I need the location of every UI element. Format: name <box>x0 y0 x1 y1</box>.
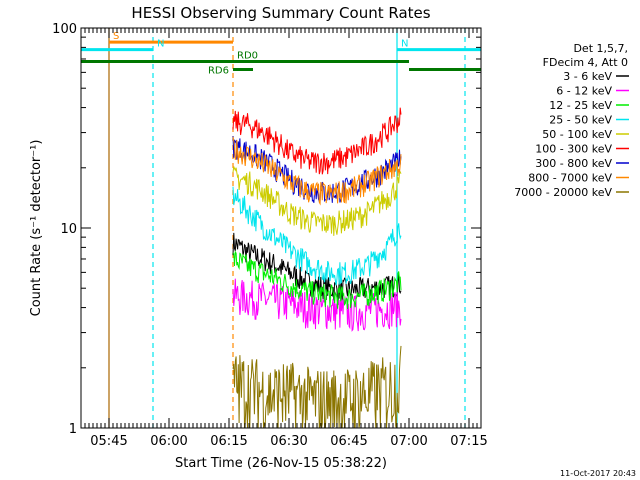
series-line-7 <box>232 137 402 206</box>
series-line-3 <box>232 186 402 286</box>
legend-label-1: 6 - 12 keV <box>556 85 612 98</box>
legend-label-5: 100 - 300 keV <box>535 143 612 156</box>
x-tick-label-0: 05:45 <box>90 434 127 449</box>
series-line-5 <box>232 107 402 175</box>
legend-label-4: 50 - 100 keV <box>542 128 612 141</box>
annotation-layer: S N N RD0 RD6 <box>81 31 481 77</box>
legend-label-7: 800 - 7000 keV <box>528 172 612 185</box>
y-tick-label-0: 1 <box>69 422 77 437</box>
legend-label-0: 3 - 6 keV <box>563 70 612 83</box>
plot-area <box>108 28 466 428</box>
legend-label-2: 12 - 25 keV <box>549 99 612 112</box>
annotation-label-4: RD6 <box>208 66 229 77</box>
y-tick-label-2: 100 <box>52 22 77 37</box>
legend-label-8: 7000 - 20000 keV <box>514 186 612 199</box>
legend-label-6: 300 - 800 keV <box>535 157 612 170</box>
series-line-4 <box>232 166 402 236</box>
legend: Det 1,5,7, FDecim 4, Att 0 3 - 6 keV 6 - … <box>514 42 629 199</box>
series-line-0 <box>232 232 402 302</box>
series-line-6 <box>232 136 402 203</box>
x-tick-label-2: 06:15 <box>210 434 247 449</box>
x-tick-label-5: 07:00 <box>390 434 427 449</box>
annotation-label-3: RD0 <box>237 50 258 61</box>
legend-header-line-1: Det 1,5,7, <box>573 42 628 55</box>
series-line-2 <box>232 250 402 310</box>
x-tick-label-6: 07:15 <box>450 434 487 449</box>
series-layer <box>232 107 402 429</box>
x-tick-label-4: 06:45 <box>330 434 367 449</box>
annotation-label-0: S <box>113 31 119 42</box>
x-tick-label-3: 06:30 <box>270 434 307 449</box>
chart-title: HESSI Observing Summary Count Rates <box>131 4 430 22</box>
annotation-label-2: N <box>401 39 408 50</box>
x-axis-label: Start Time (26-Nov-15 05:38:22) <box>175 456 387 471</box>
legend-label-3: 25 - 50 keV <box>549 114 612 127</box>
y-tick-label-1: 10 <box>60 222 77 237</box>
series-line-8 <box>232 345 402 429</box>
legend-header-line-2: FDecim 4, Att 0 <box>543 56 628 69</box>
annotation-label-1: N <box>157 39 164 50</box>
y-axis-label: Count Rate (s⁻¹ detector⁻¹) <box>29 140 44 317</box>
footer-timestamp: 11-Oct-2017 20:43 <box>560 469 636 478</box>
x-tick-label-1: 06:00 <box>150 434 187 449</box>
axes-layer: 1 10 100 05:45 06:00 06:15 06:30 06:45 07:00 07:1… <box>52 22 488 449</box>
